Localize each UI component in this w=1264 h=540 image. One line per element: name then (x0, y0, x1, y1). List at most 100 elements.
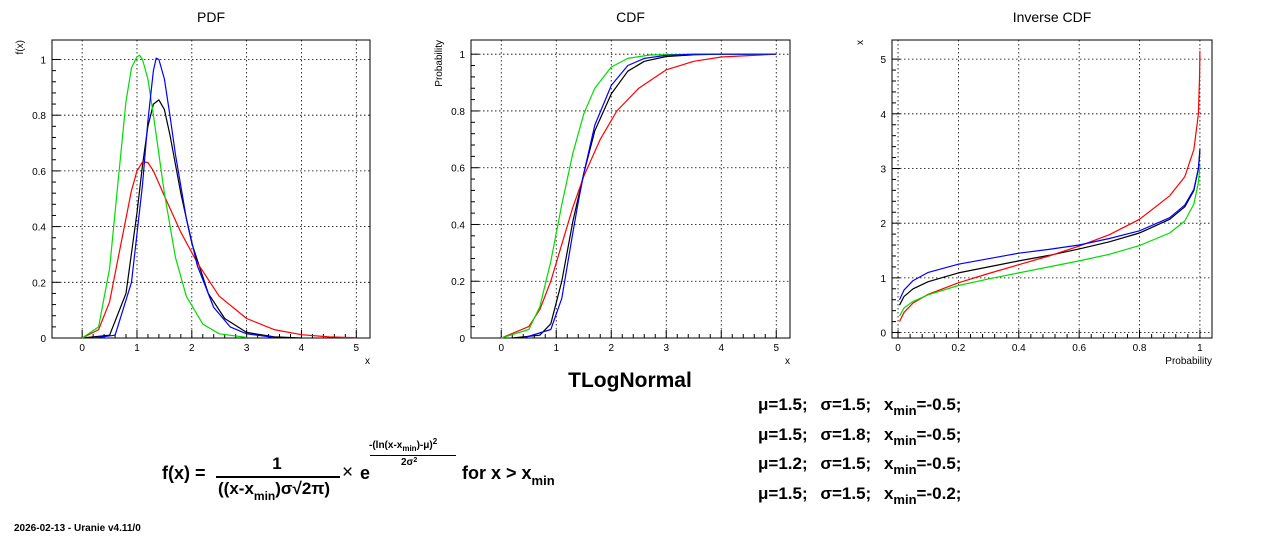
y-tick-label: 2 (880, 219, 886, 230)
x-tick-label: 1 (134, 343, 140, 354)
x-tick-label: 4 (718, 343, 724, 354)
param-x: x (883, 483, 894, 503)
series-line-3 (523, 53, 777, 339)
x-tick-label: 2 (189, 343, 195, 354)
series-line-2 (81, 54, 247, 339)
den-sub: min (253, 489, 276, 503)
param-row-black: μ=1.5; σ=1.5; xmin=-0.5; (758, 393, 961, 423)
param-x: x (883, 395, 894, 414)
param-xmin: =-0.5; (916, 424, 962, 444)
formula-lhs: f(x) = (162, 463, 206, 483)
param-row-green: μ=1.2; σ=1.5; xmin=-0.5; (758, 452, 961, 482)
y-tick-label: 0 (459, 334, 465, 345)
param-sub: min (893, 462, 917, 477)
series-line-3 (93, 57, 275, 339)
y-tick-label: 1 (40, 55, 46, 66)
y-tick-label: 0 (40, 334, 46, 345)
y-tick-label: 0.2 (32, 278, 46, 289)
y-tick-label: 0.8 (451, 107, 465, 118)
exp-pow: 2 (432, 437, 438, 446)
y-tick-label: 0.6 (451, 164, 465, 175)
x-tick-label: 4 (299, 343, 305, 354)
formula-e: e (360, 463, 371, 483)
x-tick-label: 5 (354, 343, 360, 354)
x-axis-label: x (365, 356, 370, 367)
x-tick-label: 5 (773, 343, 779, 354)
x-axis-label: Probability (1165, 356, 1212, 367)
param-sub: min (893, 432, 917, 448)
y-tick-label: 0.2 (451, 277, 465, 288)
param-row-blue: μ=1.5; σ=1.5; xmin=-0.2; (758, 482, 961, 512)
param-sigma: σ=1.5; (820, 395, 872, 414)
y-axis-label: x (855, 40, 866, 45)
formula-times: × (342, 462, 354, 483)
pdf-formula: f(x) = 1 ((x-xmin)σ√2π) × e -(ln(x-xmin)… (160, 432, 580, 522)
param-sigma: σ=1.8; (820, 424, 872, 444)
formula-denominator: ((x-xmin)σ√2π) (218, 479, 330, 503)
y-tick-label: 4 (880, 110, 886, 121)
x-tick-label: 1 (553, 343, 559, 354)
param-mu: μ=1.5; (758, 483, 808, 503)
param-mu: μ=1.5; (758, 424, 808, 444)
x-tick-label: 0 (895, 343, 901, 354)
formula-exponent-numerator: -(ln(x-xmin)-μ)2 (369, 437, 437, 453)
series-line-0 (898, 149, 1201, 306)
param-xmin: =-0.5; (916, 454, 962, 473)
parameter-legend: μ=1.5; σ=1.5; xmin=-0.5; μ=1.5; σ=1.8; x… (758, 393, 961, 511)
x-tick-label: 0 (79, 343, 85, 354)
series-line-3 (898, 152, 1201, 300)
param-x: x (883, 454, 894, 473)
y-tick-label: 1 (880, 274, 886, 285)
y-tick-label: 0.4 (32, 223, 46, 234)
param-mu: μ=1.5; (758, 395, 808, 414)
plot-frame (891, 39, 1213, 339)
x-tick-label: 2 (608, 343, 614, 354)
x-tick-label: 0.4 (1012, 343, 1026, 354)
param-x: x (883, 424, 894, 444)
param-xmin: =-0.5; (916, 395, 962, 414)
y-tick-label: 0.8 (32, 111, 46, 122)
param-row-red: μ=1.5; σ=1.8; xmin=-0.5; (758, 423, 961, 453)
y-tick-label: 1 (459, 50, 465, 61)
param-xmin: =-0.2; (916, 483, 962, 503)
y-axis-label: f(x) (15, 40, 26, 54)
exp-b: )-μ) (416, 440, 433, 451)
series-line-1 (81, 161, 357, 339)
plot-frame (470, 39, 791, 339)
exp-a: -(ln(x-x (369, 440, 403, 451)
formula-numerator: 1 (272, 454, 282, 473)
exp-den-pow: 2 (413, 457, 418, 464)
param-mu: μ=1.2; (758, 454, 808, 473)
formula-exponent-denominator: 2σ2 (401, 457, 417, 468)
param-sigma: σ=1.5; (820, 483, 872, 503)
param-sub: min (893, 403, 917, 418)
y-tick-label: 0.4 (451, 220, 465, 231)
chart-title: CDF (616, 9, 645, 25)
param-sub: min (893, 491, 917, 507)
series-line-2 (898, 165, 1201, 317)
exp-den: 2σ (401, 457, 414, 468)
series-line-0 (512, 53, 777, 339)
x-tick-label: 0.8 (1133, 343, 1147, 354)
rhs-sub: min (531, 473, 555, 488)
y-tick-label: 3 (880, 164, 886, 175)
series-line-0 (82, 99, 302, 339)
series-line-1 (501, 53, 777, 339)
x-tick-label: 1 (1197, 343, 1203, 354)
den-a: ((x-x (218, 479, 254, 498)
rhs-text: for x > x (462, 463, 532, 483)
series-line-2 (501, 53, 777, 339)
series-line-1 (898, 50, 1201, 322)
x-tick-label: 3 (244, 343, 250, 354)
y-axis-label: Probability (434, 40, 445, 87)
chart-title: PDF (197, 9, 225, 25)
y-tick-label: 0.6 (32, 167, 46, 178)
den-b: )σ√2π) (275, 479, 331, 498)
chart-title: Inverse CDF (1013, 9, 1092, 25)
main-title: TLogNormal (568, 369, 692, 392)
param-sigma: σ=1.5; (820, 454, 872, 473)
x-tick-label: 0 (498, 343, 504, 354)
plot-frame (51, 39, 371, 339)
x-tick-label: 0.6 (1072, 343, 1086, 354)
